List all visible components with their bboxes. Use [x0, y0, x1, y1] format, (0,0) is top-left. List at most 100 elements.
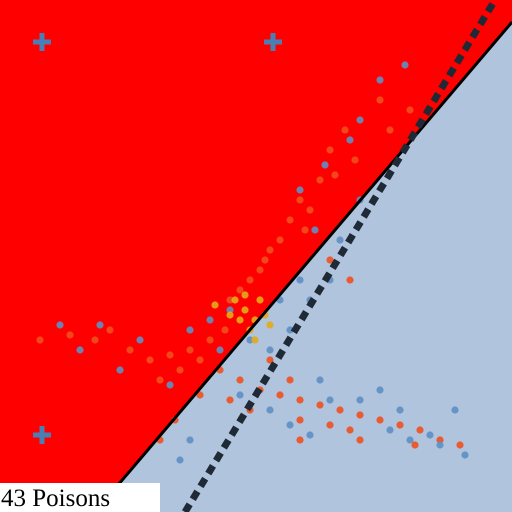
point — [331, 171, 339, 179]
point — [246, 276, 254, 284]
point — [36, 336, 44, 344]
point — [326, 396, 334, 404]
point — [316, 401, 324, 409]
label-box — [0, 483, 160, 512]
point — [96, 321, 104, 329]
point — [351, 156, 359, 164]
point — [196, 391, 204, 399]
point — [416, 426, 424, 434]
point — [316, 376, 324, 384]
point — [256, 266, 264, 274]
point — [266, 346, 274, 354]
point — [241, 306, 249, 314]
point — [66, 331, 74, 339]
point — [226, 396, 234, 404]
point — [311, 226, 319, 234]
point — [206, 336, 214, 344]
point — [226, 296, 234, 304]
point — [236, 376, 244, 384]
point — [296, 196, 304, 204]
point — [266, 406, 274, 414]
point — [241, 291, 249, 299]
point — [426, 431, 434, 439]
point — [196, 356, 204, 364]
point — [336, 236, 344, 244]
point — [341, 126, 349, 134]
point — [286, 421, 294, 429]
point — [296, 416, 304, 424]
point — [126, 346, 134, 354]
point — [306, 431, 314, 439]
point — [376, 76, 384, 84]
point — [296, 396, 304, 404]
point — [216, 346, 224, 354]
point — [261, 256, 269, 264]
point — [386, 426, 394, 434]
point — [306, 206, 314, 214]
point — [276, 391, 284, 399]
point — [236, 316, 244, 324]
point — [56, 321, 64, 329]
point — [266, 356, 274, 364]
point — [186, 346, 194, 354]
cross-marker — [33, 426, 51, 444]
point — [326, 146, 334, 154]
point — [346, 276, 354, 284]
point — [451, 406, 459, 414]
point — [296, 186, 304, 194]
point — [411, 441, 419, 449]
point — [356, 436, 364, 444]
point — [136, 336, 144, 344]
point — [231, 296, 239, 304]
point — [186, 326, 194, 334]
point — [226, 311, 234, 319]
point — [156, 376, 164, 384]
point — [166, 381, 174, 389]
point — [321, 161, 329, 169]
point — [401, 61, 409, 69]
point — [246, 336, 254, 344]
point — [396, 421, 404, 429]
point — [211, 301, 219, 309]
point — [276, 236, 284, 244]
point — [406, 106, 414, 114]
point — [116, 366, 124, 374]
point — [356, 411, 364, 419]
point — [226, 306, 234, 314]
point — [91, 336, 99, 344]
point — [436, 441, 444, 449]
point — [286, 326, 294, 334]
point — [376, 386, 384, 394]
point — [406, 436, 414, 444]
poison-count-label: 43 Poisons — [1, 485, 110, 512]
point — [146, 356, 154, 364]
point — [176, 366, 184, 374]
cross-marker — [264, 33, 282, 51]
point — [301, 226, 309, 234]
point — [256, 296, 264, 304]
point — [316, 176, 324, 184]
point — [166, 351, 174, 359]
point — [356, 396, 364, 404]
decision-boundary — [182, 0, 498, 512]
point — [346, 426, 354, 434]
point — [176, 456, 184, 464]
point — [206, 316, 214, 324]
point — [396, 406, 404, 414]
point — [286, 376, 294, 384]
decision-boundary — [93, 21, 512, 512]
point — [336, 406, 344, 414]
point — [266, 246, 274, 254]
point — [76, 346, 84, 354]
point — [436, 436, 444, 444]
point — [296, 276, 304, 284]
point — [266, 321, 274, 329]
point — [221, 326, 229, 334]
point — [456, 441, 464, 449]
point — [326, 256, 334, 264]
point — [356, 116, 364, 124]
point — [326, 421, 334, 429]
point — [461, 451, 469, 459]
